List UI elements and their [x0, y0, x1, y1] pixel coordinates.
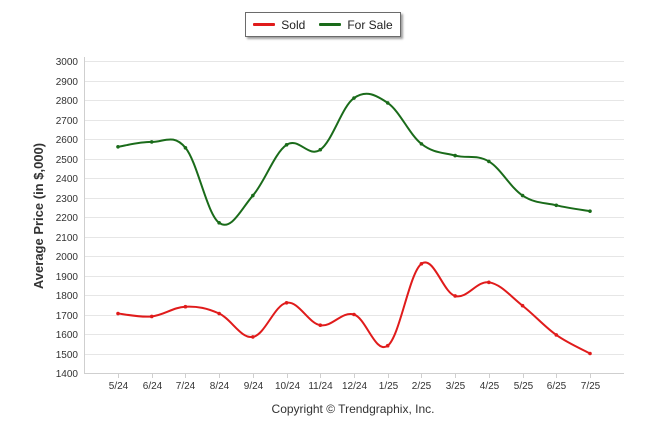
legend-label-for-sale: For Sale: [347, 17, 393, 32]
x-tick-label: 9/24: [244, 381, 264, 392]
y-tick-label: 2100: [56, 233, 79, 244]
data-point-for-sale[interactable]: [554, 203, 559, 208]
y-tick-label: 2800: [56, 96, 79, 107]
series-line-for-sale[interactable]: [117, 92, 591, 226]
data-point-for-sale[interactable]: [487, 159, 491, 164]
data-point-for-sale[interactable]: [251, 193, 255, 198]
series-line-sold[interactable]: [117, 261, 591, 355]
x-tick-label: 4/25: [480, 381, 500, 392]
legend-item-sold[interactable]: Sold: [253, 18, 305, 32]
y-axis: 1400 1500 1600 1700 1800 1900 2000 2100 2200 2300…: [56, 57, 85, 380]
copyright-text: Copyright © Trendgraphix, Inc.: [272, 402, 435, 416]
x-tick-label: 8/24: [210, 381, 230, 392]
data-point-sold[interactable]: [352, 312, 356, 317]
x-tick-label: 6/25: [547, 381, 567, 392]
data-point-sold[interactable]: [453, 294, 457, 298]
grid-lines: [84, 61, 624, 374]
x-tick-label: 7/24: [176, 381, 196, 392]
legend-label-sold: Sold: [281, 17, 306, 32]
data-point-sold[interactable]: [419, 262, 424, 266]
x-tick-label: 12/24: [342, 381, 367, 392]
data-point-sold[interactable]: [588, 351, 592, 356]
data-point-sold[interactable]: [149, 314, 154, 319]
y-tick-label: 1900: [56, 272, 79, 283]
legend-swatch-sold: [253, 23, 276, 26]
y-tick-label: 3000: [56, 57, 79, 68]
y-tick-label: 2900: [56, 77, 79, 88]
x-axis: 5/24 6/24 7/24 8/24 9/24 10/24 11/24 12/24 1/25 2…: [84, 373, 624, 392]
data-point-for-sale[interactable]: [149, 140, 154, 144]
y-tick-label: 2700: [56, 116, 79, 127]
data-point-for-sale[interactable]: [183, 145, 188, 150]
legend-item-for-sale[interactable]: For Sale: [319, 17, 393, 32]
x-tick-label: 5/24: [109, 381, 129, 392]
y-tick-label: 1400: [56, 369, 79, 380]
data-point-sold[interactable]: [217, 311, 221, 316]
legend: Sold For Sale: [245, 12, 401, 37]
y-tick-label: 1600: [56, 330, 79, 341]
x-tick-label: 3/25: [446, 381, 466, 392]
y-tick-label: 2300: [56, 194, 79, 205]
y-tick-label: 2000: [56, 252, 79, 263]
data-point-sold[interactable]: [385, 343, 390, 348]
data-point-for-sale[interactable]: [588, 209, 592, 213]
y-axis-label: Average Price (in $,000): [31, 143, 46, 289]
data-point-for-sale[interactable]: [520, 193, 525, 198]
x-tick-label: 10/24: [275, 381, 300, 392]
data-point-for-sale[interactable]: [385, 101, 390, 105]
y-tick-label: 1700: [56, 311, 79, 322]
x-tick-label: 7/25: [581, 381, 601, 392]
x-tick-label: 6/24: [143, 381, 163, 392]
data-point-sold[interactable]: [487, 280, 491, 285]
data-point-sold[interactable]: [284, 301, 289, 305]
y-tick-label: 2200: [56, 213, 79, 224]
legend-swatch-for-sale: [319, 23, 342, 26]
data-point-sold[interactable]: [520, 303, 525, 308]
data-point-sold[interactable]: [318, 323, 323, 328]
data-point-for-sale[interactable]: [453, 153, 457, 158]
data-point-for-sale[interactable]: [352, 96, 356, 100]
series-lines: [116, 92, 592, 356]
x-tick-label: 5/25: [514, 381, 534, 392]
x-tick-label: 11/24: [308, 381, 333, 392]
data-point-sold[interactable]: [183, 304, 188, 309]
data-point-sold[interactable]: [116, 311, 120, 316]
data-point-for-sale[interactable]: [217, 221, 221, 225]
y-tick-label: 1500: [56, 350, 79, 361]
y-tick-label: 2600: [56, 135, 79, 146]
data-point-for-sale[interactable]: [116, 145, 120, 149]
y-tick-label: 2400: [56, 174, 79, 185]
x-tick-label: 2/25: [412, 381, 432, 392]
data-point-sold[interactable]: [251, 335, 255, 339]
data-point-for-sale[interactable]: [318, 147, 323, 152]
data-point-for-sale[interactable]: [419, 142, 424, 146]
y-tick-label: 1800: [56, 291, 79, 302]
data-point-sold[interactable]: [554, 333, 559, 337]
y-tick-label: 2500: [56, 155, 79, 166]
x-tick-label: 1/25: [379, 381, 399, 392]
data-point-for-sale[interactable]: [284, 143, 289, 147]
